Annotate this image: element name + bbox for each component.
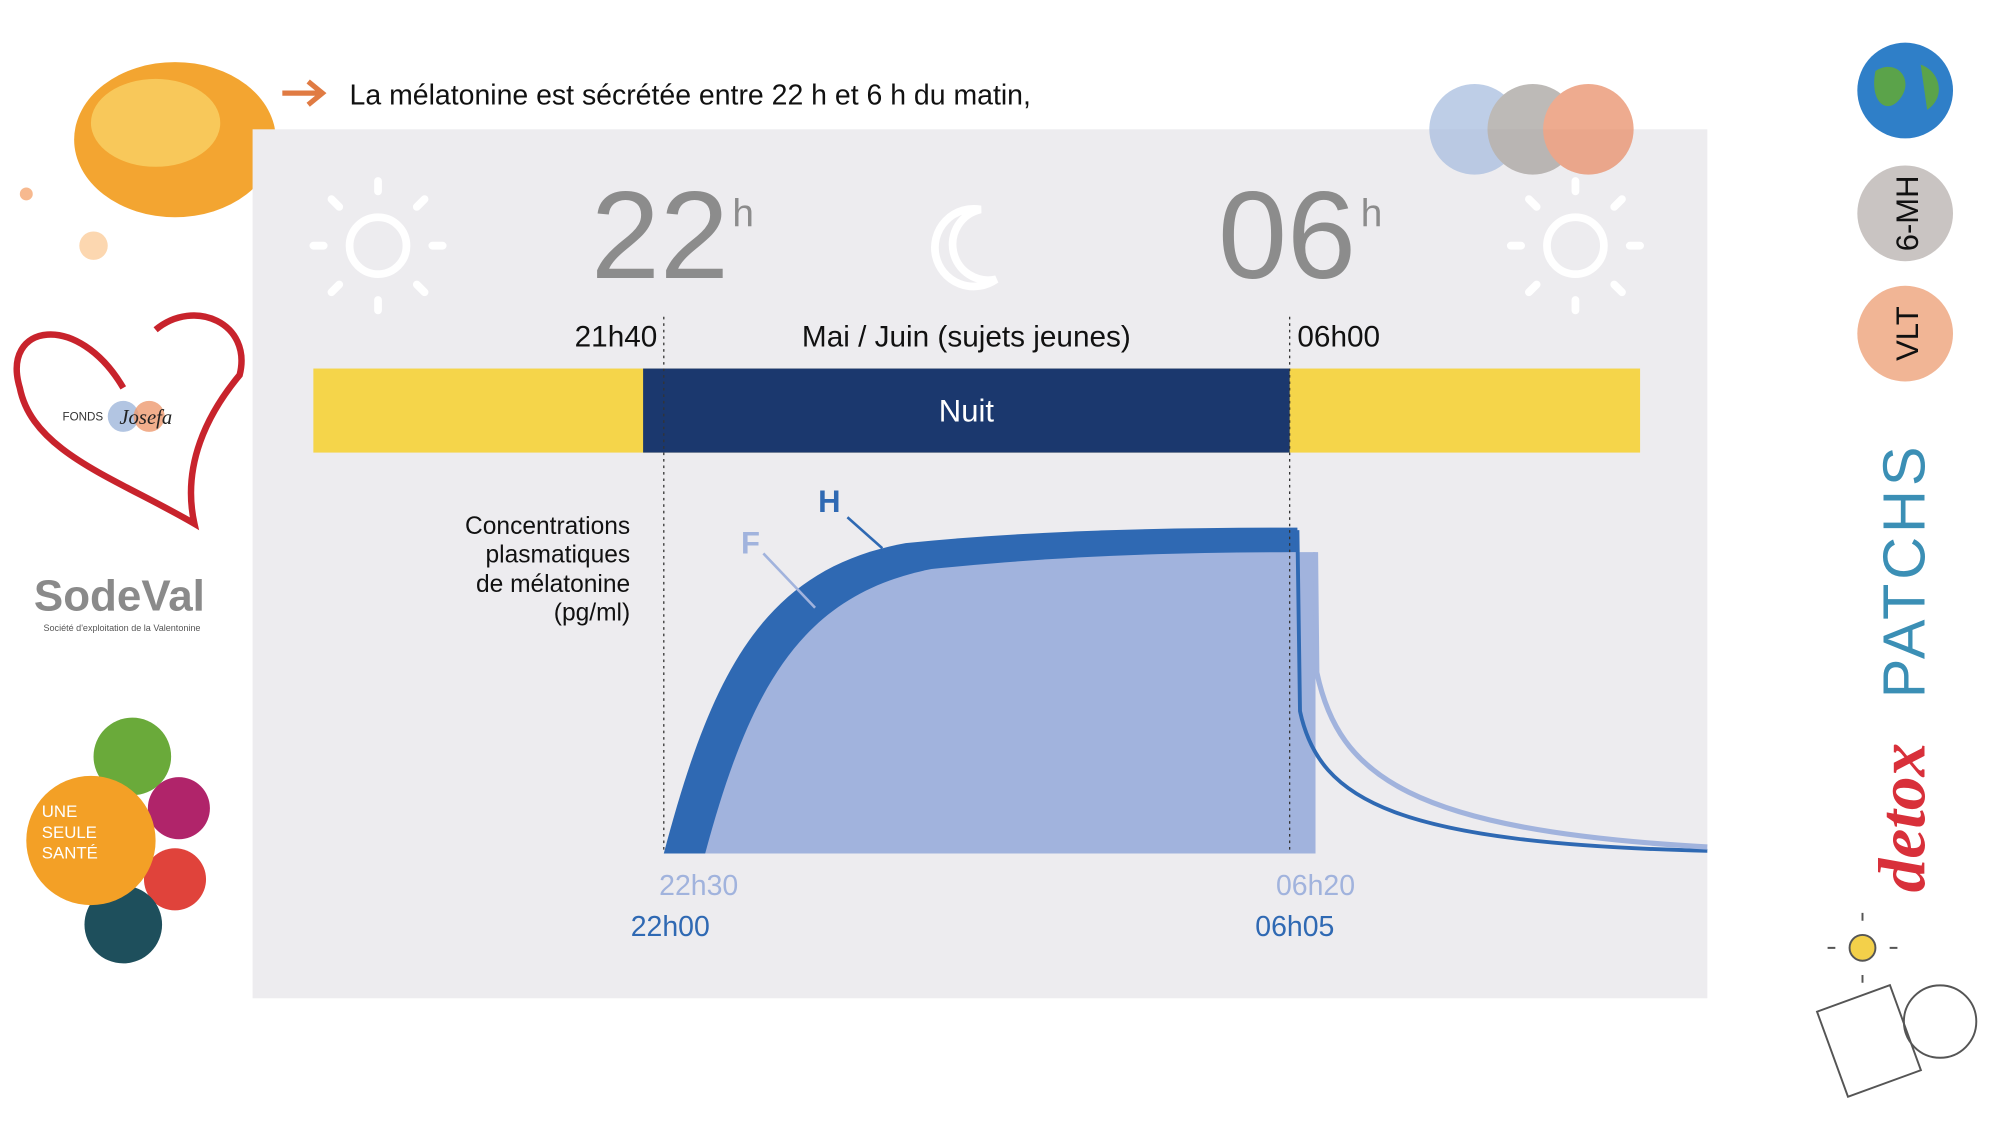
doodle (1815, 912, 1978, 1098)
period-label: Mai / Juin (sujets jeunes) (802, 321, 1131, 354)
time-label: 06h20 (1276, 870, 1355, 902)
arrow (282, 79, 327, 107)
header-text: La mélatonine est sécrétée entre 22 h et… (350, 80, 1031, 112)
y-label: Concentrations (465, 513, 630, 540)
one-health-text: UNE (42, 802, 77, 821)
decay-female (1312, 552, 1708, 850)
globe-icon (1857, 42, 1954, 139)
brain-logo (19, 62, 316, 260)
clock-unit: h (732, 192, 754, 235)
overlap-circles (1429, 84, 1634, 175)
period-start: 21h40 (575, 321, 658, 354)
clock-unit: h (1361, 192, 1383, 235)
sun-icon (309, 177, 1644, 315)
badge-label: VLT (1890, 306, 1925, 361)
time-label: 06h05 (1255, 911, 1334, 943)
time-label: 22h30 (659, 870, 738, 902)
heart-logo (13, 312, 245, 531)
female-label: F (741, 525, 760, 560)
period-end: 06h00 (1297, 321, 1380, 354)
leader-line (846, 516, 884, 550)
badge-label: 6-MH (1890, 175, 1925, 251)
logo-dot (133, 400, 165, 432)
sodeval-logo: SodeVal (34, 571, 205, 620)
badge (1857, 165, 1954, 262)
y-label: de mélatonine (476, 571, 630, 598)
male-label: H (818, 484, 840, 519)
curve-female (705, 552, 1316, 854)
night-label: Nuit (939, 394, 995, 429)
y-label: (pg/ml) (554, 600, 630, 627)
time-label: 22h00 (631, 911, 710, 943)
one-health-logo (26, 717, 210, 964)
leader-line (762, 552, 817, 609)
one-health-text: SANTÉ (42, 844, 98, 863)
decay-male (1295, 530, 1708, 853)
brand-patchs: PATCHS (1871, 443, 1938, 699)
sodeval-subtitle: Société d'exploitation de la Valentonine (43, 623, 200, 633)
one-health-text: SEULE (42, 823, 97, 842)
badge (1857, 285, 1954, 382)
globe-land (1874, 64, 1939, 110)
night-bar (643, 368, 1290, 453)
logo-dot (107, 400, 139, 432)
clock-start: 22 (591, 167, 729, 305)
fund-label: FONDS (63, 410, 104, 423)
moon-icon (931, 205, 999, 291)
y-label: plasmatiques (486, 542, 631, 569)
clock-end: 06 (1218, 167, 1356, 305)
fund-name: Josefa (119, 407, 172, 429)
brand-detox: detox (1865, 743, 1940, 892)
